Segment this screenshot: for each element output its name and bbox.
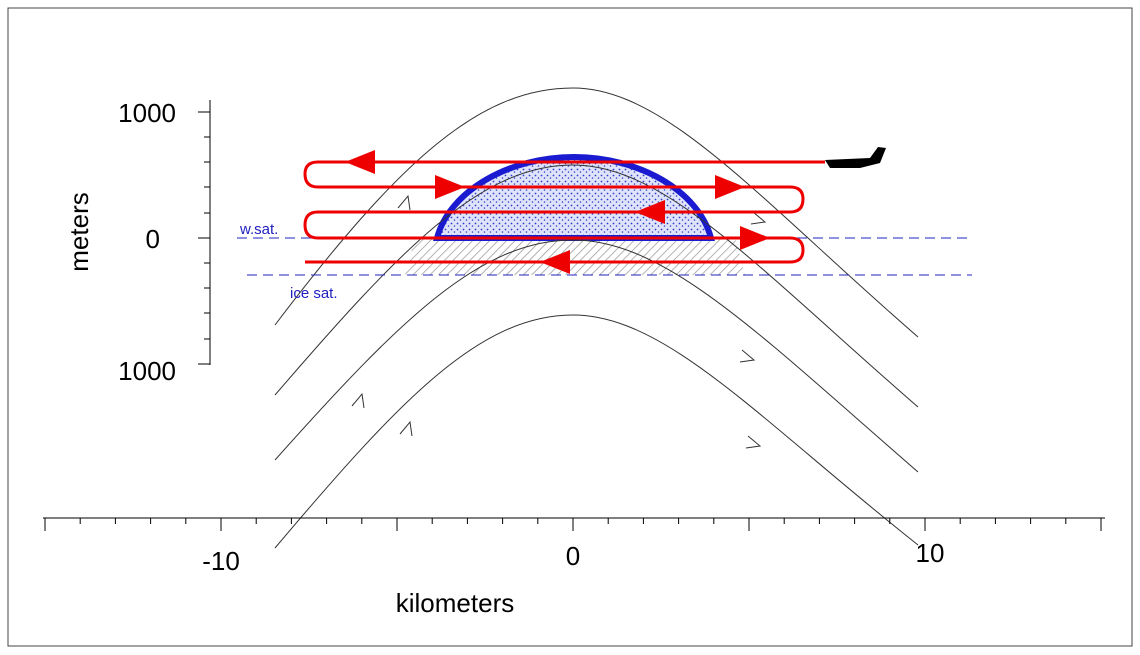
x-tick-label: -10 [202, 546, 240, 576]
ice-sat-label: ice sat. [290, 285, 338, 302]
aircraft [825, 147, 886, 168]
x-tick-label: 10 [916, 538, 945, 568]
w-sat-label: w.sat. [239, 221, 278, 238]
y-tick-label: 0 [146, 224, 160, 254]
x-tick-label: 0 [566, 541, 580, 571]
ice-region [405, 238, 745, 275]
flight-path [303, 150, 825, 274]
x-axis [43, 517, 1105, 531]
y-axis-label: meters [64, 192, 94, 271]
y-tick-label: 1000 [118, 356, 176, 386]
x-axis-label: kilometers [396, 588, 514, 618]
streamlines [274, 87, 919, 549]
y-tick-label: 1000 [118, 98, 176, 128]
y-axis [198, 100, 211, 365]
frame [7, 7, 1133, 647]
